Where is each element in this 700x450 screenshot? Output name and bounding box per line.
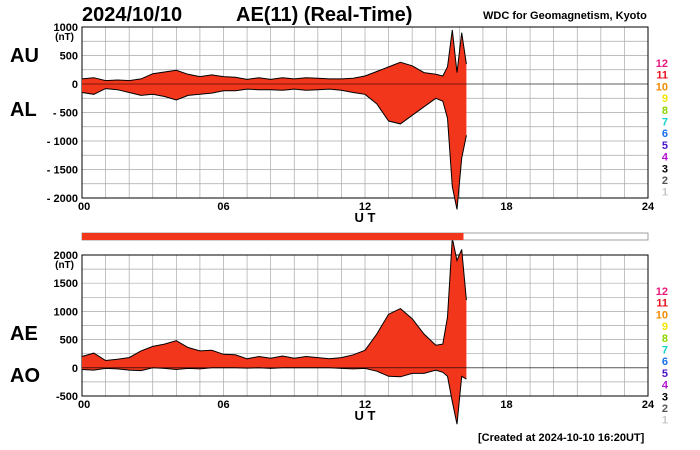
y-axis-unit: (nT) [55, 260, 74, 271]
series-label-ae: AE [10, 323, 38, 345]
y-tick-label: 1000 [54, 22, 78, 34]
station-legend-5: 5 [662, 140, 668, 152]
y-tick-label: 500 [60, 51, 78, 63]
y-tick-label: 0 [72, 363, 78, 375]
station-legend-12: 12 [656, 286, 668, 298]
x-tick-label: 06 [217, 201, 229, 213]
x-tick-label: 06 [217, 399, 229, 411]
y-tick-label: 500 [60, 335, 78, 347]
series-line-ae [81, 237, 467, 362]
y-axis-unit: (nT) [55, 32, 74, 43]
panel-1 [81, 26, 649, 210]
station-legend-4: 4 [662, 380, 669, 392]
date-title: 2024/10/10 [82, 4, 183, 26]
station-legend-6: 6 [662, 356, 668, 368]
station-legend-8: 8 [662, 333, 668, 345]
y-tick-label: 0 [72, 79, 78, 91]
progress-bar-fill [82, 233, 464, 240]
y-tick-label: - 2000 [47, 193, 78, 205]
y-tick-label: - 1500 [47, 165, 78, 177]
series-line-al [81, 88, 467, 210]
series-label-ao: AO [10, 365, 40, 387]
x-tick-label: 18 [500, 399, 512, 411]
y-tick-label: - 500 [53, 108, 78, 120]
station-legend-7: 7 [662, 117, 668, 129]
y-tick-label: 2000 [54, 250, 78, 262]
x-tick-label: 00 [78, 201, 90, 213]
x-axis-label: U T [355, 408, 376, 423]
series-line-au [81, 29, 467, 82]
x-tick-label: 24 [642, 201, 655, 213]
x-axis-label: U T [355, 210, 376, 225]
station-legend-1: 1 [662, 415, 668, 427]
y-tick-label: - 1000 [47, 136, 78, 148]
station-legend-6: 6 [662, 128, 668, 140]
index-title: AE(11) (Real-Time) [236, 4, 413, 26]
x-tick-label: 00 [78, 399, 90, 411]
x-tick-label: 18 [500, 201, 512, 213]
series-label-au: AU [10, 45, 39, 67]
y-tick-label: 1000 [54, 306, 78, 318]
plot-frame [81, 26, 649, 199]
station-legend-10: 10 [656, 309, 668, 321]
station-legend-2: 2 [662, 403, 668, 415]
x-tick-label: 12 [359, 399, 371, 411]
station-legend-1: 1 [662, 187, 668, 199]
station-legend-4: 4 [662, 152, 669, 164]
series-label-al: AL [10, 99, 37, 121]
filled-area [82, 238, 467, 425]
created-timestamp: [Created at 2024-10-10 16:20UT] [478, 432, 645, 444]
station-legend-7: 7 [662, 345, 668, 357]
x-tick-label: 12 [359, 201, 371, 213]
x-tick-label: 24 [642, 399, 655, 411]
station-legend-3: 3 [662, 163, 668, 175]
filled-area [82, 29, 467, 210]
station-legend-2: 2 [662, 175, 668, 187]
station-legend-12: 12 [656, 58, 668, 70]
plot-frame [81, 254, 649, 397]
station-legend-3: 3 [662, 391, 668, 403]
station-legend-10: 10 [656, 81, 668, 93]
source-label: WDC for Geomagnetism, Kyoto [483, 10, 647, 22]
station-legend-9: 9 [662, 93, 668, 105]
y-tick-label: -500 [56, 391, 78, 403]
y-tick-label: 1500 [54, 278, 78, 290]
station-legend-11: 11 [656, 298, 668, 310]
station-legend-11: 11 [656, 70, 668, 82]
station-legend-9: 9 [662, 321, 668, 333]
station-legend-8: 8 [662, 105, 668, 117]
station-legend-5: 5 [662, 368, 668, 380]
panel-2 [81, 237, 649, 425]
